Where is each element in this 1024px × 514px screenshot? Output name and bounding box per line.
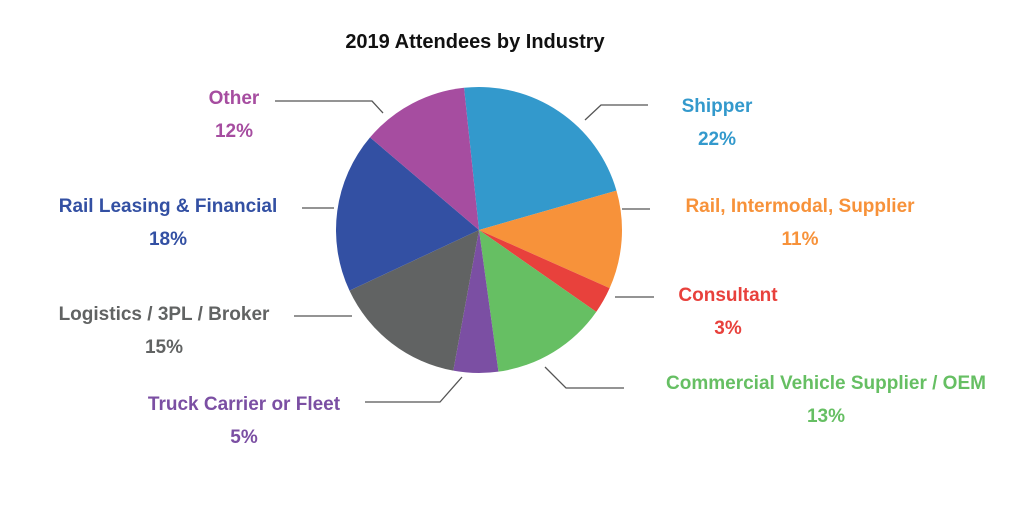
slice-label-logistics-3pl-broker: Logistics / 3PL / Broker [59, 304, 270, 325]
slice-label-rail-intermodal-supplier: Rail, Intermodal, Supplier [685, 196, 915, 217]
leader-lines [275, 100, 654, 403]
pie-slice-shipper [464, 87, 617, 230]
pie-slice-other [370, 87, 479, 230]
pie-slice-consultant [479, 230, 610, 312]
pie-slice-truck-carrier-or-fleet [453, 230, 499, 373]
pie-slices [336, 87, 623, 373]
slice-percent-rail-intermodal-supplier: 11% [782, 229, 819, 250]
slice-percent-rail-leasing-and-financial: 18% [149, 229, 187, 250]
leader-line-commercial-vehicle-supplier-oem [544, 366, 624, 389]
slice-percent-truck-carrier-or-fleet: 5% [230, 427, 258, 448]
pie-slice-rail-intermodal-supplier [479, 190, 623, 289]
slice-label-rail-leasing-and-financial: Rail Leasing & Financial [59, 196, 278, 217]
slice-label-other: Other [209, 88, 260, 109]
slice-percent-commercial-vehicle-supplier-oem: 13% [807, 406, 845, 427]
slice-percent-other: 12% [215, 121, 253, 142]
leader-line-other [275, 100, 384, 114]
slice-labels: Shipper 22% Rail, Intermodal, Supplier 11% C… [59, 88, 986, 448]
slice-percent-consultant: 3% [714, 318, 742, 339]
slice-label-shipper: Shipper [682, 96, 753, 117]
slice-label-truck-carrier-or-fleet: Truck Carrier or Fleet [148, 394, 341, 415]
slice-percent-shipper: 22% [698, 129, 736, 150]
slice-label-consultant: Consultant [678, 285, 778, 306]
pie-slice-logistics-3pl-broker [349, 230, 479, 371]
slice-percent-logistics-3pl-broker: 15% [145, 337, 183, 358]
slice-label-commercial-vehicle-supplier-oem: Commercial Vehicle Supplier / OEM [666, 373, 986, 394]
leader-line-shipper [584, 104, 648, 121]
chart-title: 2019 Attendees by Industry [345, 31, 605, 53]
leader-line-truck-carrier-or-fleet [365, 376, 463, 403]
pie-slice-commercial-vehicle-supplier-oem [479, 230, 597, 372]
pie-slice-rail-leasing-and-financial [336, 137, 479, 291]
